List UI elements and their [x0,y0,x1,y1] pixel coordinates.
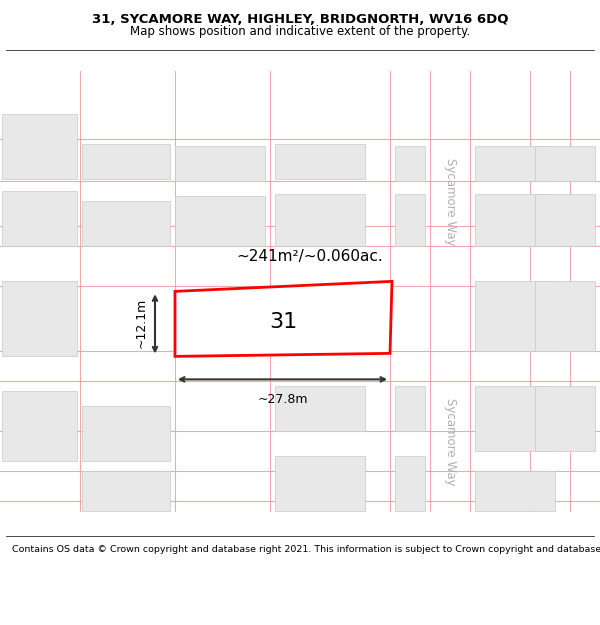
Bar [2,114,77,179]
Bar [395,194,425,246]
Bar [275,194,365,246]
Bar [535,386,595,451]
Text: ~241m²/~0.060ac.: ~241m²/~0.060ac. [236,249,383,264]
Bar [395,146,425,181]
Bar [175,196,265,246]
Bar [475,281,555,351]
Bar [82,144,170,179]
Bar [475,471,555,511]
Bar [82,201,170,246]
Bar [475,146,555,181]
Bar [2,391,77,461]
Bar [535,146,595,181]
Bar [82,471,170,511]
Bar [275,456,365,511]
Text: 31, SYCAMORE WAY, HIGHLEY, BRIDGNORTH, WV16 6DQ: 31, SYCAMORE WAY, HIGHLEY, BRIDGNORTH, W… [92,12,508,26]
Text: 31: 31 [269,312,298,332]
Text: Sycamore Way: Sycamore Way [443,398,457,485]
Bar [2,191,77,246]
Bar [175,146,265,181]
Bar [275,144,365,179]
Bar [535,194,595,246]
Bar [475,194,555,246]
Bar [275,386,365,431]
Text: ~27.8m: ~27.8m [257,393,308,406]
Text: Contains OS data © Crown copyright and database right 2021. This information is : Contains OS data © Crown copyright and d… [12,546,600,554]
Text: Map shows position and indicative extent of the property.: Map shows position and indicative extent… [130,26,470,39]
Bar [395,456,425,511]
Bar [475,386,555,451]
Text: Sycamore Way: Sycamore Way [443,158,457,245]
Text: ~12.1m: ~12.1m [134,298,148,349]
Polygon shape [175,281,392,356]
Bar [535,281,595,351]
Bar [2,281,77,356]
Bar [82,406,170,461]
Bar [395,386,425,431]
